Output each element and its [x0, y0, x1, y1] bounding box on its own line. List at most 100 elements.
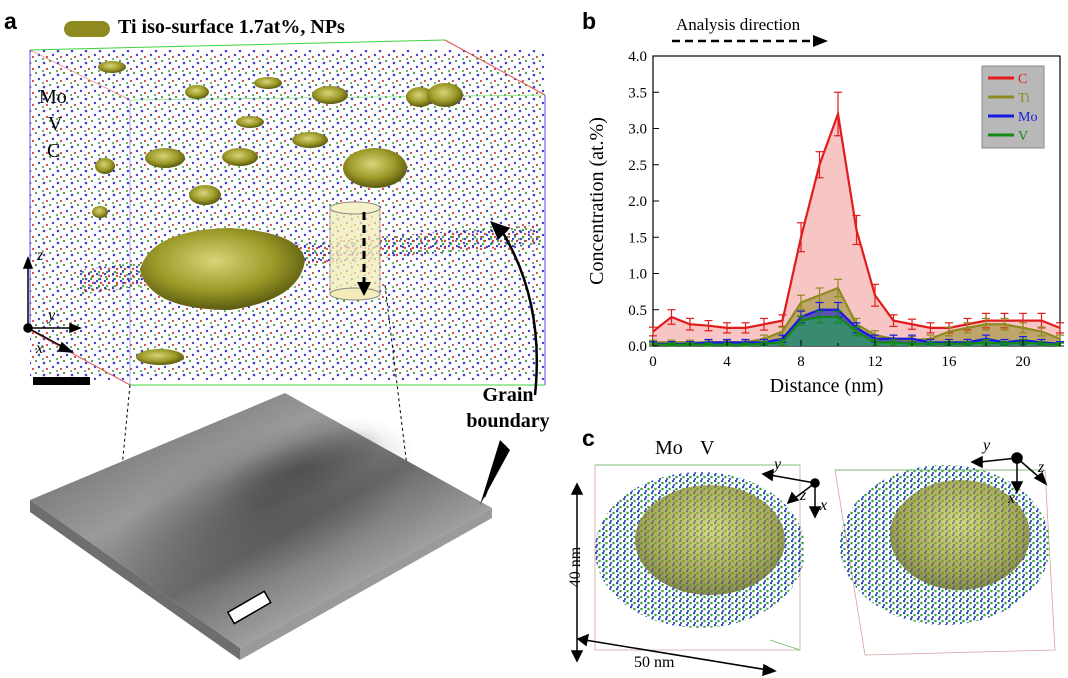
error-bar-ti: [945, 326, 953, 337]
error-bar-c: [1056, 322, 1064, 334]
tem-image-slab: [30, 393, 492, 660]
error-bar-ti: [1037, 326, 1046, 337]
y-tick-label: 3.0: [628, 122, 647, 138]
dimension-width-label: 50 nm: [634, 654, 675, 671]
dimension-arrows: [570, 482, 777, 677]
y-tick-label: 0.0: [628, 339, 647, 355]
axes-triad-a: [22, 255, 83, 353]
error-bar-ti: [797, 294, 805, 311]
panel-b-letter: b: [582, 8, 597, 34]
x-tick-label: 8: [797, 354, 805, 370]
element-label-mo-c: Mo: [655, 437, 683, 459]
axis-x-label: x: [36, 340, 44, 357]
error-bar-c: [686, 317, 694, 331]
error-bar-c: [908, 318, 916, 330]
axis-y-label-c-right: y: [983, 437, 991, 454]
panel-c-letter: c: [582, 425, 595, 451]
axes-triad-c-left: [761, 468, 822, 519]
legend-label: C: [1018, 72, 1027, 87]
error-bar-v: [797, 315, 805, 326]
grain-boundary-label: Grain boundary: [458, 382, 558, 434]
nanoparticle-view-left: [594, 464, 805, 651]
error-bar-c: [834, 91, 842, 137]
arrow-head: [490, 221, 510, 240]
error-bar-c: [797, 222, 805, 253]
element-label-v: V: [48, 113, 63, 135]
axis-x-label-c-left: x: [820, 497, 828, 514]
axis-y-label-c-left: y: [774, 456, 782, 473]
y-tick-label: 0.5: [628, 303, 647, 319]
apt-reconstruction-box: [29, 39, 546, 386]
axis-z-label-c-right: z: [1038, 459, 1045, 476]
scale-bar-a: [33, 377, 90, 385]
y-tick-label: 3.5: [628, 85, 647, 101]
error-bar-v: [815, 310, 824, 324]
axis-y-label: y: [48, 307, 56, 324]
x-tick-label: 16: [942, 354, 958, 370]
projection-line: [114, 384, 131, 541]
axis-z-label: z: [37, 247, 44, 264]
element-label-v-c: V: [700, 437, 715, 459]
error-bar-c: [926, 322, 935, 334]
error-bar-c: [649, 326, 657, 337]
error-bar-v: [963, 341, 972, 347]
y-tick-label: 2.0: [628, 194, 647, 210]
chart-legend: C Ti Mo V: [981, 65, 1045, 149]
error-bar-c: [704, 320, 713, 332]
error-bar-v: [889, 338, 898, 346]
error-bar-c: [815, 151, 824, 179]
axes-triad-c-right: [970, 452, 1048, 494]
x-tick-label: 0: [649, 354, 657, 370]
error-bar-c: [852, 214, 861, 246]
arrow-head: [480, 440, 510, 505]
x-tick-label: 4: [723, 354, 731, 370]
legend-label: Mo: [1018, 110, 1037, 125]
error-bar-c: [889, 314, 898, 328]
error-bar-v: [778, 338, 787, 346]
x-axis-label: Distance (nm): [770, 375, 884, 397]
analysis-direction-label: Analysis direction: [676, 15, 801, 34]
error-bar-c: [871, 283, 879, 307]
error-bar-ti: [834, 278, 842, 298]
legend-item-mo: Mo: [988, 110, 1037, 125]
error-bar-v: [926, 341, 935, 347]
nanoparticles: [92, 61, 463, 365]
error-bar-ti: [1000, 317, 1009, 331]
analysis-direction-arrowhead: [813, 35, 828, 47]
legend-item-ti: Ti: [988, 91, 1030, 106]
error-bar-v: [852, 326, 861, 337]
y-axis-label: Concentration (at.%): [586, 117, 608, 285]
nanoparticle-view-right: [834, 465, 1056, 656]
element-label-mo: Mo: [39, 86, 67, 108]
error-bar-v: [1000, 341, 1009, 347]
error-bar-v: [667, 342, 676, 347]
axis-z-label-c-left: z: [800, 487, 807, 504]
grain-boundary-line2: boundary: [466, 410, 550, 432]
error-bar-ti: [982, 317, 990, 331]
legend-ti-isosurface: Ti iso-surface 1.7at%, NPs: [64, 16, 464, 41]
legend-item-v: V: [988, 129, 1028, 144]
axis-x-label-c-right: x: [1008, 490, 1016, 507]
error-bar-v: [704, 342, 713, 347]
panel-a-letter: a: [4, 8, 17, 34]
error-bar-ti: [963, 322, 972, 334]
isosurface-swatch: [64, 21, 110, 37]
y-tick-label: 2.5: [628, 158, 647, 174]
y-tick-label: 4.0: [628, 49, 647, 65]
legend-label: Ti: [1018, 91, 1030, 106]
error-bar-ti: [1019, 322, 1027, 334]
analysis-cylinder: [329, 201, 381, 301]
legend-label: Ti iso-surface 1.7at%, NPs: [118, 16, 345, 38]
scale-bar-tem: [226, 590, 272, 625]
y-tick-label: 1.0: [628, 267, 647, 283]
error-bar-c: [667, 309, 676, 325]
error-bar-c: [723, 322, 731, 334]
legend-item-c: C: [988, 72, 1027, 87]
error-bar-v: [834, 310, 842, 324]
dimension-height-label: 40 nm: [567, 546, 584, 588]
x-tick-label: 12: [868, 354, 883, 370]
error-bar-c: [741, 322, 750, 334]
